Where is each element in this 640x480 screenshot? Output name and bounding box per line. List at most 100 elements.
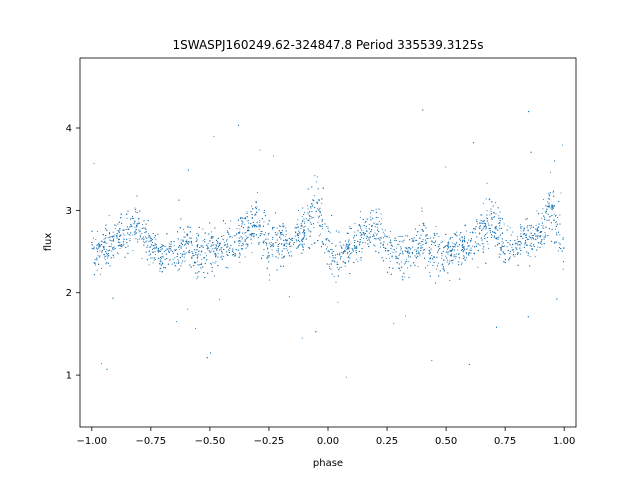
data-point: [246, 216, 248, 218]
data-point: [366, 236, 368, 238]
data-point: [441, 255, 443, 257]
data-point: [502, 252, 505, 254]
data-point: [319, 225, 321, 227]
data-point: [380, 213, 382, 215]
data-point: [211, 250, 213, 252]
data-point: [263, 221, 265, 223]
data-point: [501, 227, 503, 229]
data-point: [459, 278, 461, 280]
data-point: [417, 231, 419, 233]
data-point: [301, 216, 303, 218]
data-point: [395, 258, 397, 260]
data-point: [245, 231, 247, 234]
data-point: [275, 241, 277, 244]
data-point: [413, 262, 415, 264]
data-point: [309, 235, 311, 237]
data-point: [212, 261, 214, 264]
data-point: [258, 243, 260, 245]
data-point: [123, 241, 125, 243]
data-point: [119, 229, 121, 231]
data-point: [189, 252, 191, 254]
data-point: [396, 247, 398, 249]
data-point: [378, 252, 380, 254]
data-point: [483, 246, 485, 248]
data-point: [139, 210, 141, 212]
data-point: [282, 256, 285, 258]
data-point: [238, 237, 240, 239]
data-point: [504, 259, 506, 261]
data-point: [135, 232, 137, 234]
data-point: [108, 245, 110, 248]
data-point: [545, 226, 547, 228]
data-point: [561, 250, 563, 252]
data-point: [296, 247, 298, 249]
data-point: [555, 225, 557, 228]
data-point: [474, 232, 476, 234]
data-point: [197, 260, 199, 262]
data-point: [540, 242, 542, 244]
data-point: [111, 247, 114, 249]
data-point: [203, 257, 205, 259]
data-point: [277, 243, 279, 246]
data-point: [268, 256, 270, 258]
data-point: [494, 232, 496, 234]
data-point: [535, 235, 537, 237]
data-point: [150, 236, 152, 238]
data-point: [474, 241, 476, 243]
data-point: [148, 236, 150, 239]
data-point: [209, 240, 211, 242]
data-point: [198, 253, 200, 255]
data-point: [413, 240, 415, 242]
data-point: [134, 208, 137, 211]
data-point: [343, 250, 345, 253]
data-point: [519, 235, 522, 237]
data-point: [430, 248, 432, 250]
data-point: [146, 259, 148, 261]
data-point: [212, 247, 214, 249]
data-point: [166, 248, 168, 250]
data-point: [340, 257, 342, 259]
data-point: [304, 211, 306, 213]
data-point: [527, 316, 529, 318]
data-point: [427, 261, 430, 263]
data-point: [211, 270, 213, 272]
data-point: [370, 216, 372, 218]
data-point: [300, 227, 302, 230]
data-point: [555, 232, 558, 234]
data-point: [389, 260, 391, 262]
data-point: [269, 243, 271, 245]
data-point: [175, 262, 177, 264]
data-point: [226, 238, 228, 240]
data-point: [286, 246, 288, 248]
data-point: [262, 254, 264, 257]
data-point: [349, 227, 351, 230]
data-point: [207, 242, 209, 245]
data-point: [480, 222, 482, 224]
data-point: [134, 207, 136, 209]
data-point: [490, 208, 492, 210]
data-point: [390, 247, 392, 249]
data-point: [423, 249, 425, 251]
data-point: [188, 237, 190, 239]
data-point: [106, 242, 108, 244]
data-point: [528, 238, 530, 240]
data-point: [223, 248, 225, 250]
data-point: [239, 261, 241, 263]
data-point: [300, 222, 302, 224]
data-point: [373, 222, 375, 224]
data-point: [131, 225, 133, 227]
data-point: [141, 257, 143, 260]
data-point: [202, 246, 204, 248]
data-point: [221, 252, 223, 254]
data-point: [123, 238, 125, 240]
data-point: [437, 249, 440, 251]
data-point: [96, 259, 98, 261]
data-point: [295, 238, 297, 241]
data-point: [495, 202, 497, 204]
data-point: [310, 223, 312, 225]
data-point: [353, 237, 355, 239]
data-point: [302, 220, 304, 222]
data-point: [305, 218, 307, 220]
data-point: [236, 227, 238, 229]
data-point: [267, 255, 269, 257]
